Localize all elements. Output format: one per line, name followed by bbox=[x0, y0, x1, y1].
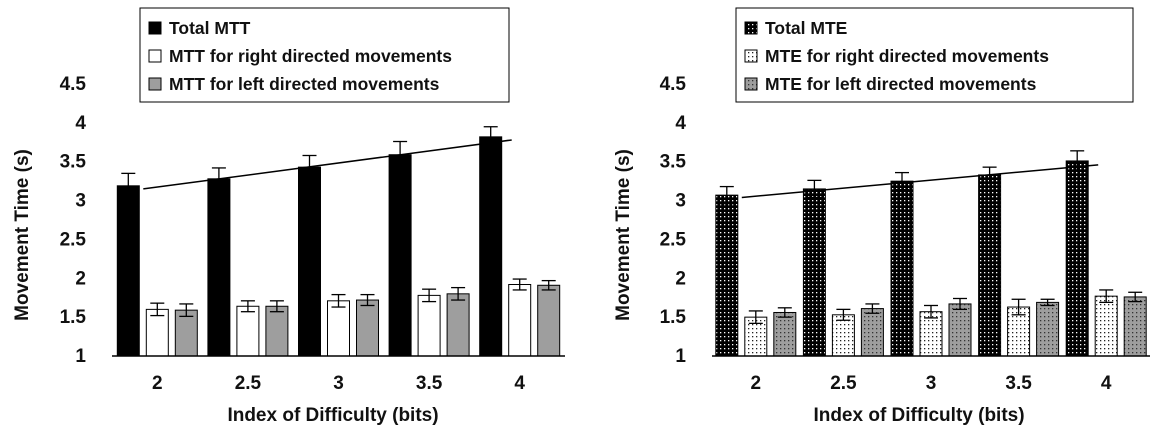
y-tick-label: 4 bbox=[675, 113, 686, 134]
legend-label-right-mte: MTE for right directed movements bbox=[765, 46, 1049, 66]
bar bbox=[298, 166, 321, 357]
bar bbox=[890, 180, 914, 357]
bar bbox=[948, 303, 972, 357]
bar bbox=[417, 294, 441, 357]
legend-box bbox=[735, 7, 1134, 103]
bar bbox=[327, 300, 350, 357]
x-axis-title: Index of Difficulty (bits) bbox=[227, 405, 438, 426]
trendline bbox=[143, 139, 512, 190]
chart-mtt: Movement Time (s) Index of Difficulty (b… bbox=[12, 7, 565, 426]
legend-swatch-total-mtt bbox=[148, 21, 162, 35]
x-axis-title: Index of Difficulty (bits) bbox=[813, 405, 1024, 426]
y-tick-label: 2.5 bbox=[660, 229, 687, 250]
y-tick-label: 4.5 bbox=[60, 74, 87, 95]
bar bbox=[860, 308, 884, 357]
x-tick-label: 3.5 bbox=[416, 373, 443, 394]
legend-swatch-left-mtt bbox=[148, 77, 162, 91]
x-tick-label: 3 bbox=[926, 373, 937, 394]
legend-label-left-mte: MTE for left directed movements bbox=[765, 74, 1037, 94]
y-tick-label: 2.5 bbox=[60, 229, 87, 250]
y-axis-title: Movement Time (s) bbox=[12, 149, 33, 321]
x-tick-labels: 2 2.5 3 3.5 4 bbox=[152, 373, 525, 394]
y-tick-label: 1.5 bbox=[60, 307, 87, 328]
bars bbox=[116, 136, 561, 357]
bar bbox=[1123, 296, 1147, 357]
bar bbox=[207, 178, 231, 357]
bar bbox=[388, 154, 412, 357]
y-tick-label: 4.5 bbox=[660, 74, 687, 95]
legend-label-total-mtt: Total MTT bbox=[169, 18, 251, 38]
bar bbox=[356, 299, 379, 357]
y-tick-label: 3 bbox=[675, 191, 686, 212]
legend-label-right-mtt: MTT for right directed movements bbox=[169, 46, 452, 66]
bar bbox=[802, 188, 826, 357]
x-tick-label: 2 bbox=[751, 373, 762, 394]
bar bbox=[1036, 301, 1060, 357]
trendline bbox=[741, 164, 1099, 199]
bar bbox=[715, 194, 739, 357]
legend: Total MTE MTE for right directed movemen… bbox=[735, 7, 1134, 103]
y-tick-label: 2 bbox=[75, 268, 86, 289]
x-tick-label: 2 bbox=[152, 373, 163, 394]
y-tick-label: 4 bbox=[75, 113, 86, 134]
legend-swatch-right-mte bbox=[744, 49, 758, 63]
x-tick-label: 4 bbox=[1101, 373, 1112, 394]
bar bbox=[116, 185, 140, 357]
x-tick-labels: 2 2.5 3 3.5 4 bbox=[751, 373, 1112, 394]
bar bbox=[537, 284, 561, 357]
bar bbox=[446, 293, 470, 357]
bar bbox=[1065, 160, 1089, 357]
bar bbox=[174, 309, 198, 357]
legend-label-left-mtt: MTT for left directed movements bbox=[169, 74, 440, 94]
bar bbox=[978, 174, 1002, 357]
y-tick-label: 3.5 bbox=[60, 152, 87, 173]
y-tick-label: 1 bbox=[675, 346, 686, 367]
error-bars bbox=[719, 150, 1143, 325]
bars bbox=[715, 160, 1147, 357]
bar bbox=[831, 314, 855, 357]
y-axis-title: Movement Time (s) bbox=[613, 149, 634, 321]
bar bbox=[508, 284, 532, 357]
x-tick-label: 2.5 bbox=[235, 373, 262, 394]
bar bbox=[479, 136, 503, 357]
y-tick-label: 1 bbox=[75, 346, 86, 367]
legend-box bbox=[139, 7, 510, 103]
bar bbox=[145, 308, 169, 357]
x-tick-label: 2.5 bbox=[830, 373, 857, 394]
y-tick-label: 1.5 bbox=[660, 307, 687, 328]
chart-mte: Movement Time (s) Index of Difficulty (b… bbox=[613, 7, 1150, 426]
bar bbox=[265, 305, 289, 357]
legend-swatch-total-mte bbox=[744, 21, 758, 35]
bar bbox=[773, 311, 797, 357]
y-tick-label: 2 bbox=[675, 268, 686, 289]
error-bars bbox=[121, 126, 556, 318]
y-tick-label: 3.5 bbox=[660, 152, 687, 173]
x-tick-label: 3.5 bbox=[1005, 373, 1032, 394]
legend: Total MTT MTT for right directed movemen… bbox=[139, 7, 510, 103]
x-tick-label: 4 bbox=[514, 373, 525, 394]
x-tick-label: 3 bbox=[333, 373, 344, 394]
legend-swatch-right-mtt bbox=[148, 49, 162, 63]
legend-swatch-left-mte bbox=[744, 77, 758, 91]
bar bbox=[1094, 295, 1118, 357]
legend-label-total-mte: Total MTE bbox=[765, 18, 847, 38]
y-tick-labels: 1 1.5 2 2.5 3 3.5 4 4.5 bbox=[60, 74, 87, 367]
bar bbox=[236, 305, 260, 357]
y-tick-label: 3 bbox=[75, 191, 86, 212]
y-tick-labels: 1 1.5 2 2.5 3 3.5 4 4.5 bbox=[660, 74, 687, 367]
